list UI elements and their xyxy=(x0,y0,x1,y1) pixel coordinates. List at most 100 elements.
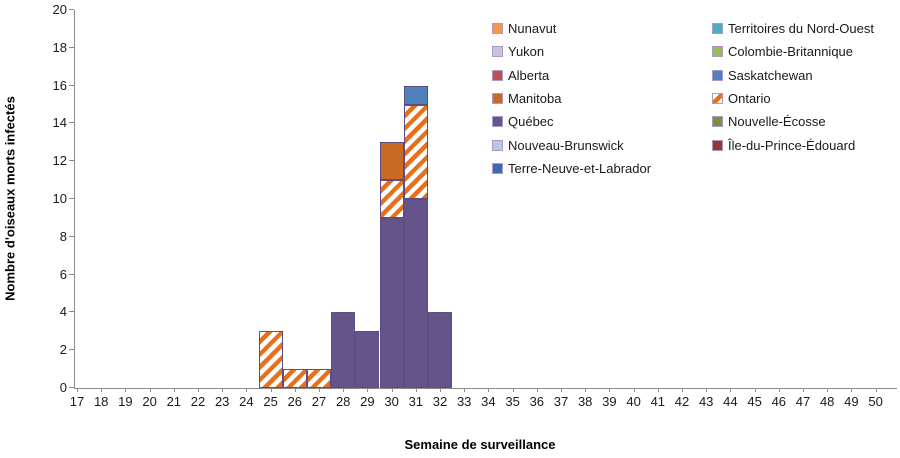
bar-segment-saskatchewan xyxy=(403,85,428,105)
y-tick-label: 8 xyxy=(59,228,67,244)
x-tick-label: 33 xyxy=(456,394,472,409)
x-axis-tick xyxy=(270,388,272,392)
x-axis-tick xyxy=(222,388,224,392)
bar-segment-ontario xyxy=(258,331,283,388)
legend-swatch xyxy=(492,162,503,174)
x-axis-tick xyxy=(101,388,103,392)
x-axis-tick xyxy=(851,388,853,392)
bar-segment-québec xyxy=(379,217,404,388)
x-tick-label: 38 xyxy=(577,394,593,409)
x-tick-label: 20 xyxy=(142,394,157,409)
legend-label: Alberta xyxy=(508,67,550,83)
legend-item: Ontario xyxy=(712,87,874,110)
x-axis-tick xyxy=(415,388,417,392)
bar-segment-québec xyxy=(355,331,380,388)
y-axis-tick xyxy=(69,349,74,351)
x-tick-label: 23 xyxy=(214,394,230,409)
bar-segment-ontario xyxy=(282,369,307,388)
y-tick-label: 10 xyxy=(52,191,67,206)
x-axis-tick xyxy=(657,388,659,392)
y-axis-tick xyxy=(69,273,74,275)
legend-label: Territoires du Nord-Ouest xyxy=(728,21,874,37)
x-axis-tick xyxy=(633,388,635,392)
legend-swatch xyxy=(712,93,723,105)
x-axis-tick xyxy=(125,388,127,392)
x-axis-tick xyxy=(730,388,732,392)
x-tick-label: 45 xyxy=(747,394,762,409)
y-tick-label: 16 xyxy=(52,77,67,93)
x-axis-tick xyxy=(536,388,538,392)
x-axis-tick xyxy=(440,388,441,392)
x-axis-tick xyxy=(391,388,393,392)
legend-swatch xyxy=(492,116,503,128)
x-axis-tick xyxy=(875,388,877,392)
y-axis-tick xyxy=(69,387,74,388)
legend-item: Nouvelle-Écosse xyxy=(712,110,874,133)
x-tick-label: 28 xyxy=(335,394,351,409)
bar-segment-manitoba xyxy=(379,142,404,181)
x-tick-label: 39 xyxy=(602,394,617,409)
y-tick-label: 4 xyxy=(59,304,67,320)
legend-item: Colombie-Britannique xyxy=(712,40,874,63)
legend-swatch xyxy=(712,23,723,35)
legend-item: Yukon xyxy=(492,40,651,63)
legend-item: Québec xyxy=(492,110,651,133)
y-axis-tick xyxy=(69,235,74,237)
y-tick-label: 18 xyxy=(52,39,67,55)
legend-label: Ontario xyxy=(728,91,771,107)
legend-item: Saskatchewan xyxy=(712,64,874,87)
legend-swatch xyxy=(712,116,723,128)
y-axis-tick xyxy=(69,311,74,313)
y-tick-label: 14 xyxy=(52,115,67,131)
x-axis-tick xyxy=(367,388,369,392)
legend-swatch xyxy=(492,69,503,81)
x-tick-label: 32 xyxy=(432,394,448,409)
y-axis-title: Nombre d'oiseaux morts infectés xyxy=(2,96,18,301)
legend-label: Québec xyxy=(508,114,554,130)
x-tick-label: 25 xyxy=(263,394,278,409)
legend-item: Île-du-Prince-Édouard xyxy=(712,133,874,156)
legend-label: Yukon xyxy=(508,44,545,60)
x-tick-label: 27 xyxy=(311,394,327,409)
y-axis-tick xyxy=(69,9,74,10)
x-axis-tick xyxy=(294,388,296,392)
x-axis-tick xyxy=(343,388,345,392)
x-axis-tick xyxy=(149,388,151,392)
legend-label: Île-du-Prince-Édouard xyxy=(728,137,856,153)
y-axis-tick xyxy=(69,46,74,48)
bar-segment-québec xyxy=(403,199,428,388)
y-axis-tick xyxy=(69,198,74,199)
y-tick-label: 2 xyxy=(59,342,67,358)
legend-label: Nunavut xyxy=(508,21,557,37)
legend-swatch xyxy=(492,93,503,105)
x-tick-label: 36 xyxy=(529,394,545,409)
x-axis-tick xyxy=(706,388,708,392)
legend-label: Nouvelle-Écosse xyxy=(728,114,826,130)
x-axis-tick xyxy=(609,388,611,392)
legend-item: Nunavut xyxy=(492,17,651,40)
x-axis-tick xyxy=(319,388,320,392)
legend-column-2: Territoires du Nord-Ouest Colombie-Britan… xyxy=(712,17,874,157)
legend-swatch xyxy=(492,139,503,151)
x-axis-tick xyxy=(827,388,829,392)
x-tick-label: 44 xyxy=(723,394,738,409)
x-axis-tick xyxy=(585,388,587,392)
x-tick-label: 31 xyxy=(408,394,424,409)
plot-area: 17 18 19 20 21 22 23 24 25 26 27 28 29 30 31 32 33 34 35 36… xyxy=(53,2,897,409)
bar-segment-ontario xyxy=(403,104,428,199)
x-tick-label: 19 xyxy=(118,394,133,409)
bar-segment-québec xyxy=(427,312,453,388)
legend-item: Manitoba xyxy=(492,87,651,110)
x-axis-tick xyxy=(488,388,490,392)
legend-swatch xyxy=(712,69,723,81)
legend-item: Terre-Neuve-et-Labrador xyxy=(492,157,651,180)
bar-segment-ontario xyxy=(306,369,332,388)
legend-swatch xyxy=(712,139,723,151)
x-axis-tick xyxy=(464,388,466,392)
x-tick-label: 42 xyxy=(674,394,690,409)
y-tick-label: 12 xyxy=(52,153,67,169)
x-tick-label: 35 xyxy=(505,394,520,409)
x-tick-label: 48 xyxy=(819,394,835,409)
x-axis-tick xyxy=(512,388,514,392)
